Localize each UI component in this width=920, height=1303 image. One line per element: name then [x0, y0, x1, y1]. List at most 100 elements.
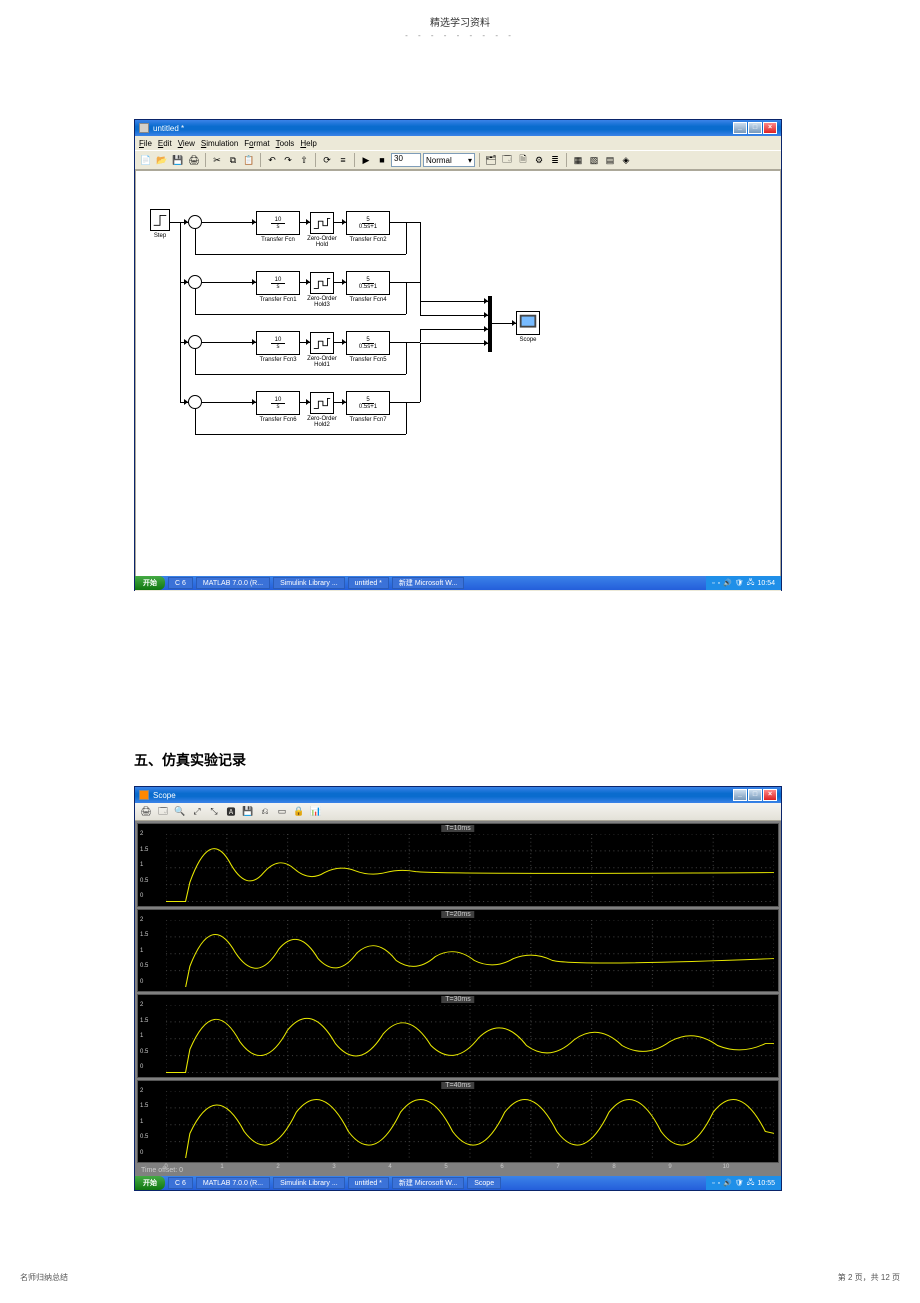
taskbar-item[interactable]: Simulink Library ... [273, 577, 345, 589]
minimize-button[interactable]: _ [733, 122, 747, 134]
taskbar-item[interactable]: C 6 [168, 1177, 193, 1189]
tf-block-2b[interactable]: 50.5s+1 [346, 331, 390, 355]
menu-simulation[interactable]: Simulation [201, 139, 238, 148]
redo-icon[interactable]: ↷ [281, 153, 295, 167]
titlebar[interactable]: untitled * _ □ × [135, 120, 781, 136]
config-icon[interactable]: 🗎 [516, 153, 530, 167]
menubar[interactable]: File Edit View Simulation Format Tools H… [135, 136, 781, 150]
sum-block-1[interactable] [188, 275, 202, 289]
taskbar-item[interactable]: MATLAB 7.0.0 (R... [196, 577, 270, 589]
tray-lang-icon[interactable]: ▫ [712, 580, 714, 587]
stop-icon[interactable]: ■ [375, 153, 389, 167]
help-icon[interactable]: ◈ [619, 153, 633, 167]
model-canvas[interactable]: Step Scope 10s Transfer Fcn Zero-Order H… [135, 170, 781, 577]
scope-lock-icon[interactable]: 🔒 [292, 805, 306, 819]
system-tray-2[interactable]: ▫▫🔊🛡🖧 10:55 [706, 1176, 781, 1190]
header-dots: - - - - - - - - - [0, 31, 920, 40]
taskbar-item[interactable]: C 6 [168, 577, 193, 589]
tool2-icon[interactable]: ▧ [587, 153, 601, 167]
taskbar-item[interactable]: Scope [467, 1177, 501, 1189]
taskbar-item[interactable]: untitled * [348, 577, 389, 589]
print-icon[interactable]: 🖨 [187, 153, 201, 167]
sum-block-3[interactable] [188, 395, 202, 409]
tool3-icon[interactable]: ▤ [603, 153, 617, 167]
scope-signal-icon[interactable]: 📊 [309, 805, 323, 819]
app-icon [139, 123, 149, 133]
tf-block-0b[interactable]: 50.5s+1 [346, 211, 390, 235]
taskbar-item[interactable]: untitled * [348, 1177, 389, 1189]
cut-icon[interactable]: ✂ [210, 153, 224, 167]
maximize-button[interactable]: □ [748, 122, 762, 134]
scope-float-icon[interactable]: ▭ [275, 805, 289, 819]
menu-tools[interactable]: Tools [276, 139, 295, 148]
scope-plot-2[interactable]: T=30ms 21.510.50 [137, 994, 779, 1078]
zoh-block-2[interactable] [310, 332, 334, 354]
start-button[interactable]: 开始 [135, 576, 165, 590]
section-heading: 五、仿真实验记录 [134, 750, 246, 770]
zoh-block-1[interactable] [310, 272, 334, 294]
menu-edit[interactable]: Edit [158, 139, 172, 148]
save-icon[interactable]: 💾 [171, 153, 185, 167]
footer-left: 名师归纳总结 [20, 1272, 68, 1283]
scope-params-icon[interactable]: 🗔 [156, 805, 170, 819]
play-icon[interactable]: ▶ [359, 153, 373, 167]
tool1-icon[interactable]: ▦ [571, 153, 585, 167]
build-icon[interactable]: ⚙ [532, 153, 546, 167]
tf-block-1a[interactable]: 10s [256, 271, 300, 295]
scope-autoscale-icon[interactable]: 🅰 [224, 805, 238, 819]
mux-block[interactable] [488, 296, 492, 352]
open-icon[interactable]: 📂 [155, 153, 169, 167]
scope-plot-1[interactable]: T=20ms 21.510.50 [137, 909, 779, 993]
tf-block-0a[interactable]: 10s [256, 211, 300, 235]
start-button-2[interactable]: 开始 [135, 1176, 165, 1190]
refresh-icon[interactable]: ⟳ [320, 153, 334, 167]
close-button[interactable]: × [763, 122, 777, 134]
zoh-block-3[interactable] [310, 392, 334, 414]
menu-file[interactable]: File [139, 139, 152, 148]
tf-block-3b[interactable]: 50.5s+1 [346, 391, 390, 415]
tf-block-2a[interactable]: 10s [256, 331, 300, 355]
sum-block-2[interactable] [188, 335, 202, 349]
taskbar-item[interactable]: 新建 Microsoft W... [392, 577, 464, 589]
window-title: untitled * [153, 124, 733, 133]
taskbar-item[interactable]: MATLAB 7.0.0 (R... [196, 1177, 270, 1189]
scope-minimize-button[interactable]: _ [733, 789, 747, 801]
menu-help[interactable]: Help [300, 139, 316, 148]
tray-net-icon[interactable]: ▫ [718, 580, 720, 587]
taskbar-item[interactable]: 新建 Microsoft W... [392, 1177, 464, 1189]
scope-plot-0[interactable]: T=10ms 21.510.50 [137, 823, 779, 907]
tf-block-1b[interactable]: 50.5s+1 [346, 271, 390, 295]
model-icon[interactable]: 🗔 [500, 153, 514, 167]
step-block[interactable] [150, 209, 170, 231]
copy-icon[interactable]: ⧉ [226, 153, 240, 167]
taskbar-item[interactable]: Simulink Library ... [273, 1177, 345, 1189]
system-tray[interactable]: ▫ ▫ 🔊🛡🖧 10:54 [706, 576, 781, 590]
browser-icon[interactable]: ≡ [336, 153, 350, 167]
paste-icon[interactable]: 📋 [242, 153, 256, 167]
scope-save-axes-icon[interactable]: 💾 [241, 805, 255, 819]
undo-icon[interactable]: ↶ [265, 153, 279, 167]
stop-time-input[interactable]: 30 [391, 153, 421, 167]
scope-zoomy-icon[interactable]: ⤡ [207, 805, 221, 819]
menu-format[interactable]: Format [244, 139, 269, 148]
scope-plot-3[interactable]: T=40ms 21.510.50 012345678910 [137, 1080, 779, 1164]
scope-close-button[interactable]: × [763, 789, 777, 801]
scope-block[interactable] [516, 311, 540, 335]
scope-titlebar[interactable]: Scope _ □ × [135, 787, 781, 803]
scope-zoomx-icon[interactable]: ⤢ [190, 805, 204, 819]
menu-view[interactable]: View [178, 139, 195, 148]
scope-maximize-button[interactable]: □ [748, 789, 762, 801]
zoh-block-0[interactable] [310, 212, 334, 234]
sum-block-0[interactable] [188, 215, 202, 229]
taskbar-1: 开始 C 6MATLAB 7.0.0 (R...Simulink Library… [135, 576, 781, 590]
scope-restore-icon[interactable]: ⎌ [258, 805, 272, 819]
new-icon[interactable]: 📄 [139, 153, 153, 167]
solver-select[interactable]: Normal▾ [423, 153, 475, 167]
nav-up-icon[interactable]: ⇧ [297, 153, 311, 167]
tf-block-3a[interactable]: 10s [256, 391, 300, 415]
tray-time: 10:54 [757, 580, 775, 587]
scope-zoom-icon[interactable]: 🔍 [173, 805, 187, 819]
scope-print-icon[interactable]: 🖨 [139, 805, 153, 819]
debug-icon[interactable]: ≣ [548, 153, 562, 167]
lib-icon[interactable]: 🗂 [484, 153, 498, 167]
